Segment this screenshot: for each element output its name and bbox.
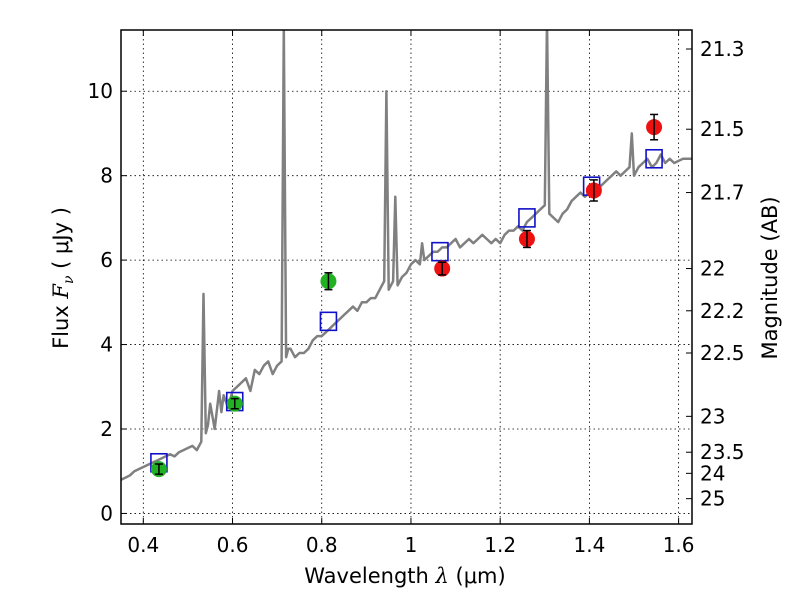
magnitude-axis-label: Magnitude (AB) [758,196,782,359]
y-tick-label: 6 [100,248,113,272]
y-axis-ticks: 0 2 4 6 8 10 [88,79,127,525]
x-axis-label: Wavelength λ (μm) [304,564,505,588]
x-tick-label: 0.4 [127,533,159,557]
magnitude-tick-label: 23.5 [700,440,745,464]
model-photometry-square [431,241,449,262]
magnitude-tick-label: 25 [700,487,725,511]
y-tick-label: 2 [100,417,113,441]
x-tick-label: 0.8 [306,533,338,557]
magnitude-tick-label: 21.7 [700,181,745,205]
magnitude-tick-label: 22.2 [700,299,745,323]
model-photometry-square [645,148,663,169]
model-photometry-square [518,208,536,228]
x-tick-label: 1.4 [573,533,605,557]
magnitude-tick-label: 21.3 [700,37,745,61]
x-axis-ticks: 0.4 0.6 0.8 1 1.2 1.4 1.6 [127,30,695,557]
plot-frame [120,29,693,525]
x-tick-label: 0.6 [217,533,249,557]
y-axis-label: Flux Fν ( μJy ) [49,207,77,349]
spectrum-line [121,30,692,481]
magnitude-tick-label: 24 [700,461,725,485]
magnitude-tick-label: 22 [700,257,725,281]
x-tick-label: 1.6 [663,533,695,557]
x-tick-label: 1.2 [484,533,516,557]
y-tick-label: 10 [88,79,113,103]
y-tick-label: 8 [100,164,113,188]
model-photometry-square [319,311,338,332]
magnitude-tick-label: 22.5 [700,341,745,365]
magnitude-tick-label: 23 [700,404,725,428]
x-tick-label: 1 [405,533,418,557]
grid-lines [121,30,692,524]
magnitude-tick-label: 21.5 [700,117,745,141]
y-tick-label: 0 [100,501,113,525]
y-tick-label: 4 [100,333,113,357]
plot-area [121,30,692,481]
